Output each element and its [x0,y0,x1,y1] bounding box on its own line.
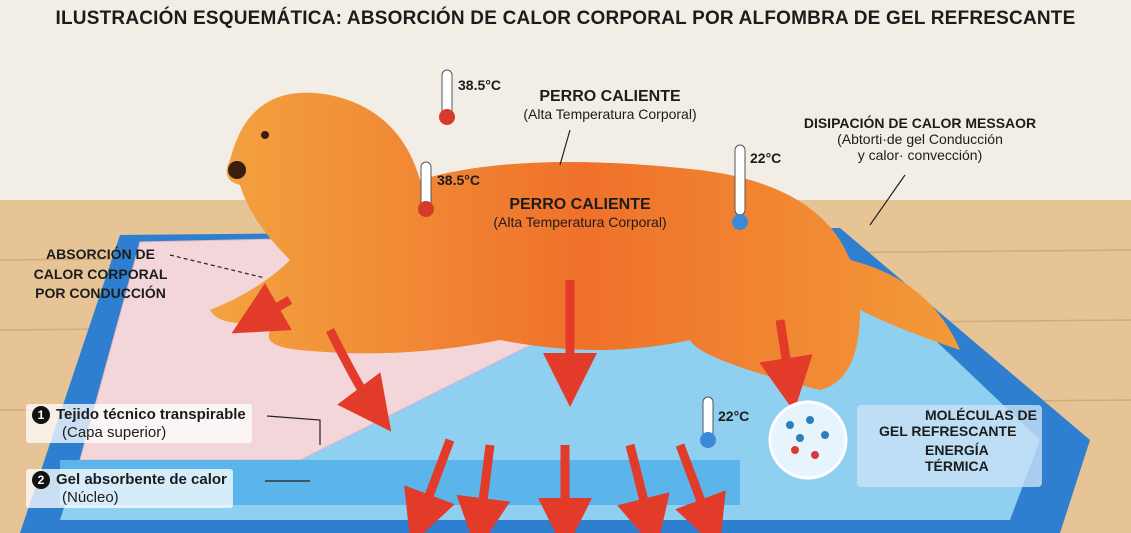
dissipation-title: DISIPACIÓN DE CALOR MESSAOR [803,115,1037,131]
layer-number-1: 1 [32,406,50,424]
layer1-sub: (Capa superior) [62,424,167,441]
dissipation-sub-1: (Abtorti·de gel Conducción [837,131,1003,148]
molecule-zoom-circle [768,400,848,480]
temp-label-back: 22°C [750,150,782,166]
thermometer-icons [418,69,748,448]
layer2-sub: (Núcleo) [62,489,119,506]
dog-label-title: PERRO CALIENTE [539,88,681,105]
heat-arrows [231,280,813,533]
absorption-line-1: ABSORCIÓN DE [46,246,155,262]
absorption-line-2: CALOR CORPORAL [33,265,168,282]
diagram-title: ILUSTRACIÓN ESQUEMÁTICA: ABSORCIÓN DE CA… [55,8,1076,29]
temp-label-mat: 22°C [718,408,750,424]
dog-label-sub: (Alta Temperatura Corporal) [523,106,697,123]
layer2-title: Gel absorbente de calor [56,471,227,488]
energy-line-2: TÉRMICA [925,458,989,475]
dog [210,92,960,390]
temp-label-head: 38.5°C [458,77,501,93]
dog-label-sub-2: (Alta Temperatura Corporal) [493,214,667,231]
energy-line-1: ENERGÍA [925,442,989,459]
dissipation-sub-2: y calor· convección) [857,147,983,164]
molecules-line-1: MOLÉCULAS DE [925,407,1037,423]
molecules-line-2: GEL REFRESCANTE [879,423,1017,440]
dog-label-title-2: PERRO CALIENTE [509,196,651,213]
temp-label-body: 38.5°C [437,172,480,188]
dog-nose [228,161,246,179]
absorption-line-3: POR CONDUCCIÓN [35,285,166,302]
layer-number-2: 2 [32,471,50,489]
layer1-title: Tejido técnico transpirable [56,406,246,423]
dog-eye [261,131,269,139]
molecule-dots [786,416,829,459]
